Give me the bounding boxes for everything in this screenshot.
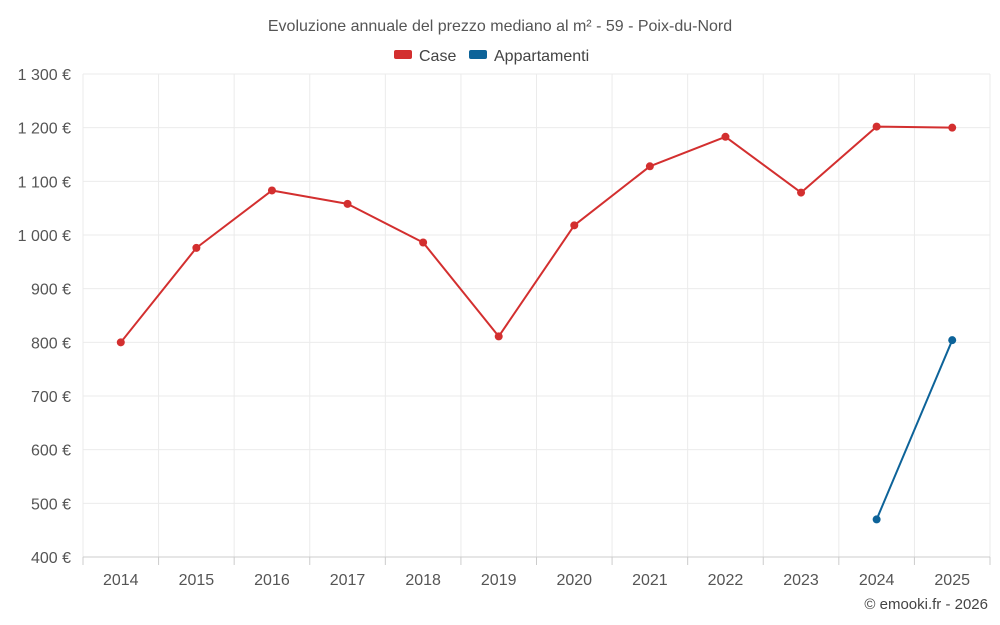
data-point-case[interactable] (645, 162, 654, 171)
y-axis: 400 € 500 € 600 € 700 € 800 € 900 € 1 000 € 1 1… (18, 67, 71, 567)
series-layer (116, 122, 957, 524)
legend-item-appartamenti[interactable]: Appartamenti (469, 48, 589, 65)
y-tick-label: 900 € (31, 282, 71, 299)
y-tick-label: 700 € (31, 389, 71, 406)
y-tick-label: 1 300 € (18, 67, 71, 84)
legend-item-case[interactable]: Case (394, 48, 456, 65)
data-point-case[interactable] (343, 199, 352, 208)
x-tick-label: 2021 (632, 572, 668, 589)
series-line-case (120, 125, 953, 343)
y-tick-label: 800 € (31, 335, 71, 352)
chart-title: Evoluzione annuale del prezzo mediano al… (268, 18, 732, 35)
data-point-case[interactable] (872, 122, 881, 131)
x-tick-label: 2018 (405, 572, 441, 589)
x-tick-label: 2025 (934, 572, 970, 589)
grid (82, 73, 991, 558)
x-tick-label: 2014 (103, 572, 139, 589)
y-tick-label: 400 € (31, 550, 71, 567)
data-point-case[interactable] (192, 243, 201, 252)
y-tick-label: 500 € (31, 496, 71, 513)
x-tick-label: 2019 (481, 572, 517, 589)
x-tick-label: 2016 (254, 572, 290, 589)
x-tick-label: 2015 (179, 572, 215, 589)
series-line-appartamenti (875, 339, 954, 520)
data-point-case[interactable] (948, 123, 957, 132)
x-tick-label: 2024 (859, 572, 895, 589)
x-tick-label: 2017 (330, 572, 366, 589)
data-point-case[interactable] (570, 221, 579, 230)
legend-swatch-case (394, 50, 412, 59)
data-point-case[interactable] (116, 338, 125, 347)
x-axis: 2014 2015 2016 2017 2018 2019 2020 2021 2022 2023… (82, 556, 991, 589)
y-tick-label: 600 € (31, 443, 71, 460)
credit-text: © emooki.fr - 2026 (864, 596, 988, 613)
y-tick-label: 1 200 € (18, 121, 71, 138)
data-point-appartamenti[interactable] (948, 336, 957, 345)
y-tick-label: 1 000 € (18, 228, 71, 245)
data-point-appartamenti[interactable] (872, 515, 881, 524)
legend-swatch-appartamenti (469, 50, 487, 59)
data-point-case[interactable] (797, 188, 806, 197)
x-tick-label: 2023 (783, 572, 819, 589)
x-tick-label: 2022 (708, 572, 744, 589)
legend-label-appartamenti: Appartamenti (494, 48, 589, 65)
legend-label-case: Case (419, 48, 456, 65)
legend: Case Appartamenti (394, 48, 589, 65)
data-point-case[interactable] (494, 332, 503, 341)
data-point-case[interactable] (721, 132, 730, 141)
x-tick-label: 2020 (556, 572, 592, 589)
data-point-case[interactable] (267, 186, 276, 195)
data-point-case[interactable] (419, 238, 428, 247)
y-tick-label: 1 100 € (18, 174, 71, 191)
